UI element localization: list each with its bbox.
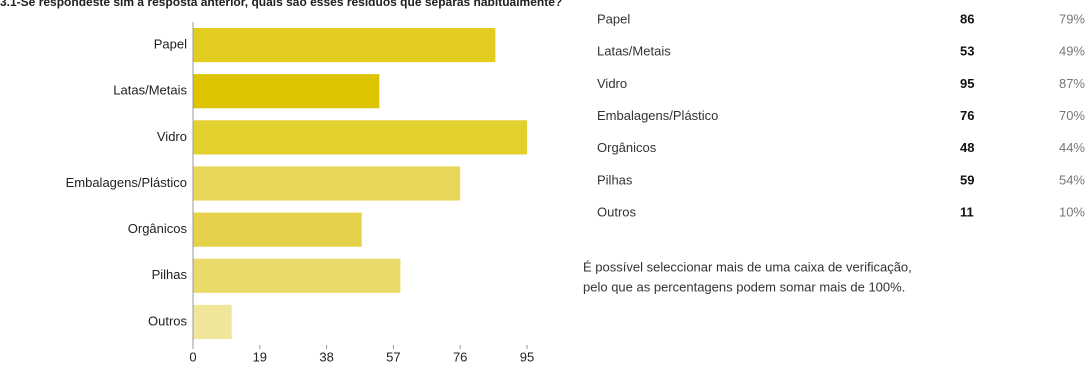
row-count: 48 (960, 140, 974, 155)
x-tick-label: 95 (520, 349, 534, 364)
bar (193, 120, 527, 155)
y-tick-label: Papel (154, 37, 187, 52)
row-percent: 70% (1059, 108, 1085, 123)
row-label: Vidro (597, 76, 627, 91)
bar (193, 27, 496, 63)
row-label: Papel (597, 11, 630, 26)
row-percent: 79% (1059, 11, 1085, 26)
bar (193, 304, 232, 340)
y-tick-label: Orgânicos (128, 221, 188, 236)
note-line: É possível seleccionar mais de uma caixa… (583, 259, 912, 274)
y-tick-label: Pilhas (152, 267, 188, 282)
bar (193, 212, 362, 247)
row-count: 76 (960, 108, 974, 123)
row-label: Embalagens/Plástico (597, 108, 718, 123)
row-percent: 44% (1059, 140, 1085, 155)
row-label: Outros (597, 205, 637, 220)
bar (193, 166, 461, 201)
x-tick-label: 0 (189, 349, 196, 364)
x-tick-label: 76 (453, 349, 467, 364)
bar (193, 74, 380, 109)
y-tick-label: Vidro (157, 129, 187, 144)
x-tick-label: 57 (386, 349, 400, 364)
question-title: 3.1-Se respondeste sim à resposta anteri… (0, 0, 562, 9)
row-percent: 10% (1059, 205, 1085, 220)
row-label: Latas/Metais (597, 44, 671, 59)
row-percent: 54% (1059, 172, 1085, 187)
bar (193, 258, 401, 293)
y-tick-label: Outros (148, 313, 188, 328)
row-count: 86 (960, 11, 974, 26)
row-percent: 49% (1059, 44, 1085, 59)
x-tick-label: 38 (319, 349, 333, 364)
row-count: 59 (960, 172, 974, 187)
row-label: Pilhas (597, 172, 633, 187)
row-percent: 87% (1059, 76, 1085, 91)
y-tick-label: Latas/Metais (113, 83, 187, 98)
row-count: 95 (960, 76, 974, 91)
y-tick-label: Embalagens/Plástico (66, 175, 187, 190)
x-tick-label: 19 (253, 349, 267, 364)
note-line: pelo que as percentagens podem somar mai… (583, 279, 905, 294)
row-count: 11 (960, 205, 974, 220)
row-label: Orgânicos (597, 140, 657, 155)
row-count: 53 (960, 44, 974, 59)
